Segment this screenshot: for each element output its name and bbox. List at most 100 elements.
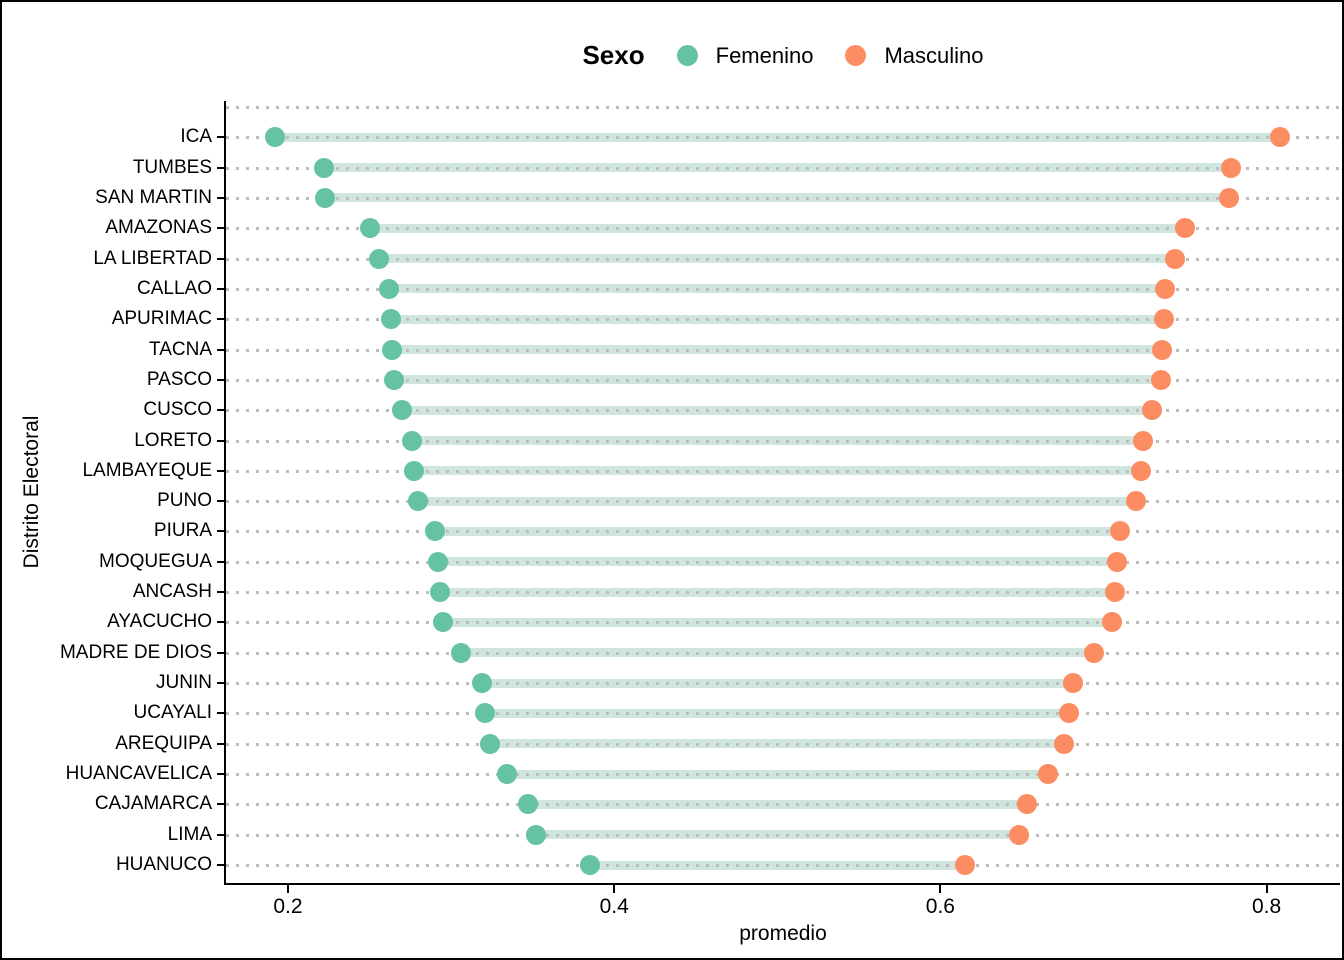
masculino-point-huancavelica (1038, 764, 1059, 785)
femenino-point-lambayeque (403, 460, 424, 481)
gridline (226, 712, 1340, 716)
legend-title: Sexo (582, 40, 645, 70)
masculino-point-cusco (1142, 400, 1163, 421)
masculino-point-tumbes (1220, 157, 1241, 178)
masculino-point-piura (1109, 521, 1130, 542)
gridline (226, 651, 1340, 655)
gridline (226, 409, 1340, 413)
y-axis-label: LORETO (134, 429, 212, 451)
y-tick (217, 409, 225, 412)
y-axis-label: CAJAMARCA (94, 793, 212, 815)
femenino-point-tumbes (313, 157, 334, 178)
y-axis-label: MOQUEGUA (99, 550, 212, 572)
y-axis-label: TACNA (149, 338, 212, 360)
femenino-point-ica (264, 127, 285, 148)
gridline (226, 742, 1340, 746)
y-axis-label: PIURA (153, 520, 212, 542)
y-axis-label: CALLAO (137, 277, 212, 299)
y-tick (217, 469, 225, 472)
y-axis-label: UCAYALI (133, 702, 213, 724)
y-axis-label: PUNO (157, 490, 212, 512)
femenino-point-callao (379, 278, 400, 299)
y-tick (217, 621, 225, 624)
legend-item-masculino-label: Masculino (884, 42, 984, 68)
femenino-point-cusco (392, 400, 413, 421)
masculino-point-tacna (1152, 339, 1173, 360)
y-tick (217, 166, 225, 169)
y-tick (217, 803, 225, 806)
x-tick (286, 885, 289, 893)
gridline (226, 287, 1340, 291)
y-tick (217, 864, 225, 866)
gridline (226, 166, 1340, 170)
masculino-point-ica (1269, 127, 1290, 148)
y-axis-label: LIMA (167, 823, 212, 845)
femenino-point-ancash (429, 582, 450, 603)
y-axis-label: MADRE DE DIOS (59, 641, 212, 663)
gridline (226, 530, 1340, 534)
y-axis-label: LA LIBERTAD (93, 247, 212, 269)
y-tick (217, 651, 225, 654)
femenino-point-lima (525, 824, 546, 845)
gridline (226, 803, 1340, 807)
gridline (226, 378, 1340, 382)
y-tick (217, 348, 225, 351)
gridline (226, 682, 1340, 686)
y-tick (217, 712, 225, 715)
masculino-point-ayacucho (1101, 612, 1122, 633)
x-tick (1265, 885, 1268, 893)
y-tick (217, 591, 225, 594)
gridline (226, 621, 1340, 625)
y-tick (217, 560, 225, 563)
y-tick (217, 682, 225, 685)
femenino-point-madre-de-dios (450, 642, 471, 663)
y-tick (217, 833, 225, 836)
legend-item-masculino: Masculino (845, 42, 984, 69)
y-tick (217, 227, 225, 230)
masculino-point-huanuco (954, 855, 975, 875)
femenino-point-loreto (401, 430, 422, 451)
y-axis-label: PASCO (146, 368, 212, 390)
masculino-point-pasco (1150, 369, 1171, 390)
legend: Sexo Femenino Masculino (226, 40, 1340, 71)
y-tick (217, 257, 225, 260)
masculino-point-san-martin (1219, 187, 1240, 208)
masculino-point-lima (1008, 824, 1029, 845)
femenino-point-puno (408, 491, 429, 512)
y-axis-label: LAMBAYEQUE (82, 459, 212, 481)
y-axis-label: AREQUIPA (115, 732, 212, 754)
gridline (226, 773, 1340, 777)
x-axis-title: promedio (739, 922, 827, 945)
gridline (226, 257, 1340, 261)
femenino-point-moquegua (428, 551, 449, 572)
gridline (226, 439, 1340, 443)
y-axis-label: ICA (180, 126, 212, 148)
y-tick (217, 136, 225, 139)
legend-item-femenino: Femenino (676, 43, 813, 69)
masculino-point-junin (1062, 673, 1083, 694)
femenino-point-huancavelica (496, 764, 517, 785)
y-tick (217, 378, 225, 381)
y-tick (217, 196, 225, 199)
y-axis-label: SAN MARTIN (95, 186, 212, 208)
x-tick-label: 0.6 (925, 895, 955, 918)
femenino-dot-icon (676, 45, 698, 66)
gridline (226, 106, 1340, 109)
gridline (226, 833, 1340, 837)
masculino-point-ancash (1104, 582, 1125, 603)
masculino-point-lambayeque (1131, 460, 1151, 481)
masculino-point-arequipa (1054, 733, 1075, 754)
gridline (226, 136, 1340, 140)
femenino-point-piura (424, 521, 445, 542)
gridline (226, 469, 1340, 473)
y-tick (217, 530, 225, 533)
femenino-point-junin (472, 673, 493, 694)
femenino-point-ucayali (475, 703, 496, 724)
masculino-point-ucayali (1059, 703, 1080, 724)
masculino-point-amazonas (1175, 218, 1196, 239)
gridline (226, 500, 1340, 504)
femenino-point-arequipa (480, 733, 501, 754)
gridline (226, 318, 1340, 322)
y-tick (217, 500, 225, 503)
